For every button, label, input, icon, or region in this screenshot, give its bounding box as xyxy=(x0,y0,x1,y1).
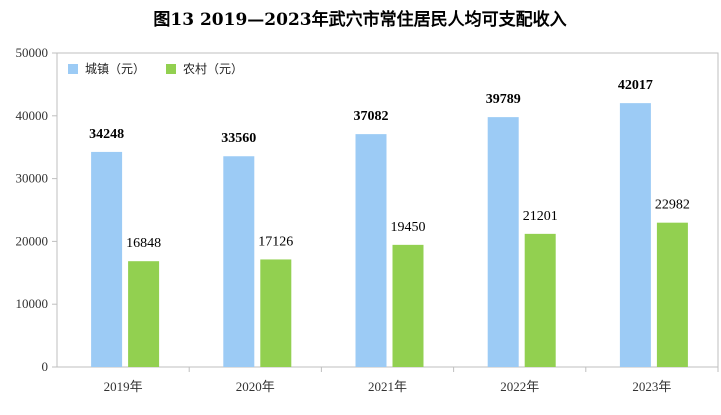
bar-rural xyxy=(260,259,292,367)
y-tick-label: 50000 xyxy=(16,45,49,60)
plot-frame xyxy=(56,52,719,368)
bar-urban xyxy=(223,156,255,367)
bar-rural xyxy=(128,261,160,367)
data-label-rural: 22982 xyxy=(655,198,690,213)
legend-label: 农村（元） xyxy=(183,62,243,76)
y-tick-label: 20000 xyxy=(16,233,49,248)
bar-rural xyxy=(392,244,424,367)
data-label-urban: 42017 xyxy=(618,78,653,93)
x-tick-label: 2020年 xyxy=(236,379,275,394)
legend-swatch xyxy=(68,64,78,74)
legend-label: 城镇（元） xyxy=(85,62,145,76)
data-label-rural: 19450 xyxy=(391,220,426,235)
plot-area: 0 10000 20000 30000 40000 50000 2019年 34248 1684… xyxy=(16,45,719,394)
bar-urban xyxy=(355,134,387,367)
bar-urban xyxy=(487,117,519,367)
x-tick-label: 2023年 xyxy=(632,379,671,394)
data-label-urban: 33560 xyxy=(221,131,256,146)
bar-rural xyxy=(524,233,556,367)
bar-urban xyxy=(91,151,123,367)
data-label-rural: 17126 xyxy=(258,234,293,249)
data-label-rural: 21201 xyxy=(523,209,558,224)
y-tick-label: 40000 xyxy=(16,108,49,123)
data-label-urban: 34248 xyxy=(89,127,124,142)
chart-title: 图13 2019—2023年武穴市常住居民人均可支配收入 xyxy=(153,9,566,30)
data-label-rural: 16848 xyxy=(126,236,161,251)
data-label-urban: 39789 xyxy=(486,92,521,107)
y-tick-label: 0 xyxy=(42,359,49,374)
legend-swatch xyxy=(166,64,176,74)
x-tick-label: 2019年 xyxy=(104,379,143,394)
x-tick-label: 2022年 xyxy=(500,379,539,394)
y-tick-label: 30000 xyxy=(16,171,49,186)
bar-rural xyxy=(656,222,688,367)
data-label-urban: 37082 xyxy=(354,109,389,124)
y-tick-label: 10000 xyxy=(16,296,49,311)
x-tick-label: 2021年 xyxy=(368,379,407,394)
bar-urban xyxy=(619,103,651,367)
